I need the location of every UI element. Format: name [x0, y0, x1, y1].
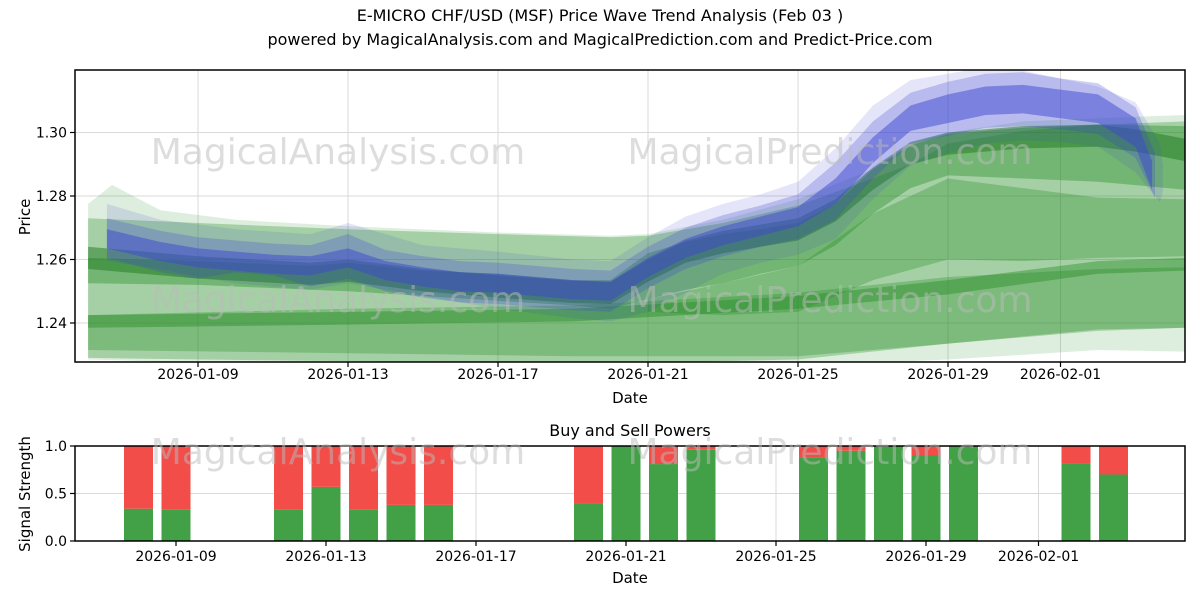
buy-bar: [1099, 474, 1128, 541]
sell-bar: [349, 446, 378, 510]
sell-bar: [424, 446, 453, 505]
x-tick-label: 2026-01-17: [435, 549, 516, 565]
figure-subtitle: powered by MagicalAnalysis.com and Magic…: [267, 30, 932, 49]
x-tick-label: 2026-01-25: [735, 549, 816, 565]
price-band-green-upper-mid: [648, 178, 1185, 316]
sell-bar: [1061, 446, 1091, 464]
power-chart-title: Buy and Sell Powers: [549, 421, 711, 440]
figure-title: E-MICRO CHF/USD (MSF) Price Wave Trend A…: [357, 6, 844, 25]
sell-bar: [799, 446, 828, 458]
y-tick-label: 1.26: [36, 253, 67, 269]
buy-bar: [124, 508, 153, 541]
watermark-text: MagicalPrediction.com: [628, 432, 1033, 473]
y-tick-label: 1.28: [36, 189, 67, 205]
x-tick-label: 2026-02-01: [998, 549, 1079, 565]
price-band-green-main: [88, 124, 1185, 309]
watermark-text: MagicalAnalysis.com: [151, 280, 525, 321]
buy-bar: [799, 457, 828, 541]
y-tick-label: 1.0: [45, 439, 67, 455]
x-tick-label: 2026-01-21: [607, 367, 688, 383]
watermark-text: MagicalPrediction.com: [628, 280, 1033, 321]
x-tick-label: 2026-01-25: [757, 367, 838, 383]
price-band-green-outer-fringe: [88, 115, 1185, 362]
buy-bar: [349, 509, 378, 541]
power-x-axis-title: Date: [612, 569, 648, 587]
sell-bar: [686, 446, 716, 450]
sell-bar: [124, 446, 153, 509]
buy-bar: [686, 449, 716, 541]
power-y-axis-title: Signal Strength: [16, 436, 34, 552]
price-plot-border: [74, 69, 1186, 363]
x-tick-label: 2026-01-09: [135, 549, 216, 565]
buy-bar: [574, 503, 603, 541]
buy-bar: [161, 509, 191, 541]
y-tick-label: 0.5: [45, 487, 67, 503]
x-tick-label: 2026-02-01: [1020, 367, 1101, 383]
buy-bar: [424, 504, 453, 541]
price-chart-axes: 2026-01-09 2026-01-13 2026-01-17 2026-01-21…: [36, 69, 1186, 383]
price-band-green-low: [88, 267, 1185, 357]
buy-bar: [911, 455, 941, 541]
buy-bar: [274, 509, 303, 541]
buy-bar: [611, 446, 641, 541]
sell-bar: [274, 446, 303, 510]
x-tick-label: 2026-01-29: [907, 367, 988, 383]
price-chart-bands: [88, 70, 1185, 362]
power-chart-axes: 2026-01-09 2026-01-13 2026-01-17 2026-01-21…: [45, 439, 1186, 565]
buy-bar: [1061, 463, 1091, 541]
x-tick-label: 2026-01-13: [307, 367, 388, 383]
buy-bar: [874, 446, 903, 541]
y-tick-label: 0.0: [45, 534, 67, 550]
sell-bar: [649, 446, 678, 465]
sell-bar: [386, 446, 416, 505]
sell-bar: [911, 446, 941, 456]
price-band-green-narrow-dark: [88, 257, 1185, 328]
x-tick-label: 2026-01-21: [585, 549, 666, 565]
price-band-green-wide: [88, 121, 1185, 362]
y-tick-label: 1.30: [36, 126, 67, 142]
watermark-text: MagicalPrediction.com: [628, 132, 1033, 173]
x-tick-label: 2026-01-17: [457, 367, 538, 383]
sell-bar: [1099, 446, 1128, 475]
buy-bar: [649, 464, 678, 541]
price-y-axis-title: Price: [16, 199, 34, 236]
buy-bar: [386, 504, 416, 541]
sell-bar: [836, 446, 866, 451]
x-tick-label: 2026-01-29: [885, 549, 966, 565]
buy-bar: [949, 446, 978, 541]
sell-bar: [161, 446, 191, 510]
x-tick-label: 2026-01-09: [157, 367, 238, 383]
power-chart-bars: [124, 446, 1128, 541]
sell-bar: [311, 446, 341, 487]
buy-bar: [836, 450, 866, 541]
price-band-blue-core: [106, 84, 1152, 301]
watermark-layer: MagicalAnalysis.com MagicalPrediction.com…: [151, 132, 1033, 473]
x-tick-label: 2026-01-13: [285, 549, 366, 565]
watermark-text: MagicalAnalysis.com: [151, 432, 525, 473]
price-x-axis-title: Date: [612, 389, 648, 407]
watermark-text: MagicalAnalysis.com: [151, 132, 525, 173]
y-tick-label: 1.24: [36, 316, 67, 332]
sell-bar: [574, 446, 603, 504]
buy-bar: [311, 486, 341, 541]
